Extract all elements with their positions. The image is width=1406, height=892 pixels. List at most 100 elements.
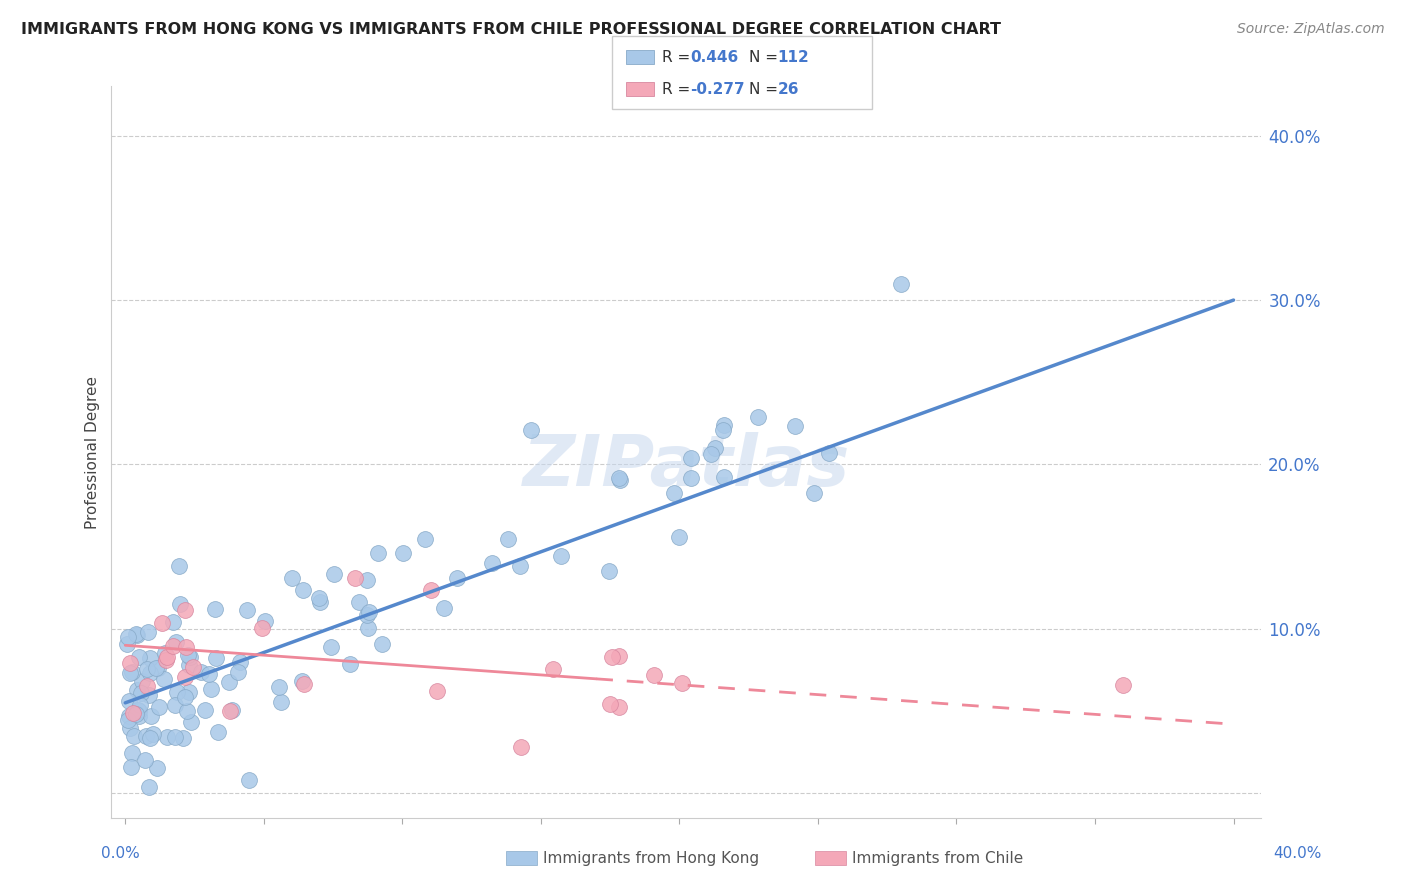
- Text: N =: N =: [749, 82, 783, 96]
- Point: [146, 661, 169, 675]
- Point: [128, 709, 150, 723]
- Point: [146, 761, 169, 775]
- Point: [117, 630, 139, 644]
- Point: [818, 445, 841, 459]
- Point: [177, 658, 200, 673]
- Point: [117, 713, 139, 727]
- Point: [138, 780, 160, 795]
- Point: [253, 614, 276, 628]
- Point: [125, 683, 148, 698]
- Point: [173, 671, 195, 685]
- Point: [145, 660, 167, 674]
- Point: [270, 695, 292, 709]
- Point: [138, 731, 160, 746]
- Point: [117, 694, 139, 708]
- Text: 26: 26: [778, 82, 799, 96]
- Point: [291, 673, 314, 688]
- Point: [205, 651, 228, 665]
- Point: [134, 753, 156, 767]
- Point: [662, 486, 685, 500]
- Point: [128, 650, 150, 665]
- Point: [541, 662, 564, 676]
- Point: [118, 708, 141, 723]
- Point: [162, 639, 184, 653]
- Point: [115, 637, 138, 651]
- Point: [135, 729, 157, 743]
- Point: [207, 725, 229, 739]
- Point: [356, 573, 378, 587]
- Point: [481, 556, 503, 570]
- Point: [139, 709, 162, 723]
- Point: [498, 532, 520, 546]
- Point: [392, 546, 415, 560]
- Point: [166, 685, 188, 699]
- Point: [153, 672, 176, 686]
- Point: [221, 703, 243, 717]
- Point: [190, 665, 212, 679]
- Point: [321, 640, 343, 655]
- Point: [598, 564, 620, 578]
- Text: R =: R =: [662, 82, 696, 96]
- Point: [426, 684, 449, 698]
- Point: [179, 650, 201, 665]
- Point: [173, 603, 195, 617]
- Point: [177, 684, 200, 698]
- Point: [120, 760, 142, 774]
- Point: [169, 559, 191, 574]
- Point: [129, 685, 152, 699]
- Point: [520, 423, 543, 437]
- Text: 112: 112: [778, 50, 810, 64]
- Point: [120, 657, 142, 671]
- Point: [433, 601, 456, 615]
- Point: [163, 730, 186, 744]
- Point: [125, 628, 148, 642]
- Point: [269, 680, 291, 694]
- Point: [127, 703, 149, 717]
- Point: [131, 673, 153, 688]
- Point: [679, 451, 702, 466]
- Point: [228, 655, 250, 669]
- Point: [291, 583, 314, 598]
- Point: [121, 746, 143, 760]
- Point: [180, 715, 202, 730]
- Point: [121, 665, 143, 679]
- Point: [194, 702, 217, 716]
- Point: [236, 603, 259, 617]
- Point: [1112, 678, 1135, 692]
- Point: [599, 697, 621, 711]
- Point: [128, 704, 150, 718]
- Text: -0.277: -0.277: [690, 82, 745, 96]
- Point: [371, 637, 394, 651]
- Point: [139, 665, 162, 680]
- Point: [118, 665, 141, 680]
- Point: [339, 657, 361, 671]
- Point: [218, 675, 240, 690]
- Point: [155, 652, 177, 666]
- Point: [803, 485, 825, 500]
- Text: 0.0%: 0.0%: [101, 847, 141, 861]
- Text: 0.446: 0.446: [690, 50, 738, 64]
- Y-axis label: Professional Degree: Professional Degree: [86, 376, 100, 529]
- Point: [136, 624, 159, 639]
- Point: [138, 688, 160, 702]
- Point: [347, 595, 370, 609]
- Point: [367, 546, 389, 560]
- Point: [607, 471, 630, 485]
- Point: [165, 698, 187, 712]
- Point: [607, 699, 630, 714]
- Point: [139, 651, 162, 665]
- Text: R =: R =: [662, 50, 696, 64]
- Point: [200, 681, 222, 696]
- Text: 40.0%: 40.0%: [1274, 847, 1322, 861]
- Point: [162, 615, 184, 629]
- Point: [252, 621, 274, 635]
- Point: [713, 470, 735, 484]
- Point: [156, 730, 179, 744]
- Point: [136, 662, 159, 676]
- Text: IMMIGRANTS FROM HONG KONG VS IMMIGRANTS FROM CHILE PROFESSIONAL DEGREE CORRELATI: IMMIGRANTS FROM HONG KONG VS IMMIGRANTS …: [21, 22, 1001, 37]
- Point: [783, 418, 806, 433]
- Point: [344, 571, 367, 585]
- Point: [890, 277, 912, 291]
- Point: [198, 667, 221, 681]
- Point: [643, 668, 665, 682]
